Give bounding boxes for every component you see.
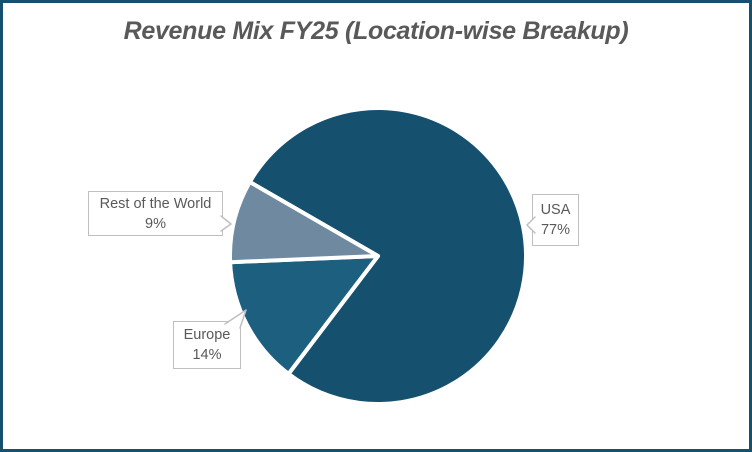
chart-title: Revenue Mix FY25 (Location-wise Breakup)	[123, 17, 629, 45]
callout-europe-value: 14%	[192, 347, 222, 363]
callout-pointer-upright-icon	[224, 309, 247, 329]
callout-rest-of-world-label: Rest of the World	[99, 195, 212, 212]
pie-slice-rest-of-the-world[interactable]	[228, 180, 380, 265]
pie-slice-usa[interactable]	[247, 106, 528, 406]
callout-europe[interactable]: Europe 14%	[173, 309, 247, 369]
callout-usa-label: USA	[540, 202, 571, 218]
pie-chart	[228, 106, 528, 406]
callout-usa[interactable]: USA 77%	[526, 194, 579, 246]
callout-rest-of-world-value: 9%	[145, 215, 166, 232]
callout-usa-value: 77%	[540, 222, 571, 238]
callout-pointer-left-icon	[526, 216, 536, 234]
callout-europe-label: Europe	[183, 327, 231, 343]
pie-slice-europe[interactable]	[228, 254, 380, 376]
callout-rest-of-world[interactable]: Rest of the World 9%	[88, 191, 232, 236]
callout-pointer-right-icon	[220, 215, 232, 232]
